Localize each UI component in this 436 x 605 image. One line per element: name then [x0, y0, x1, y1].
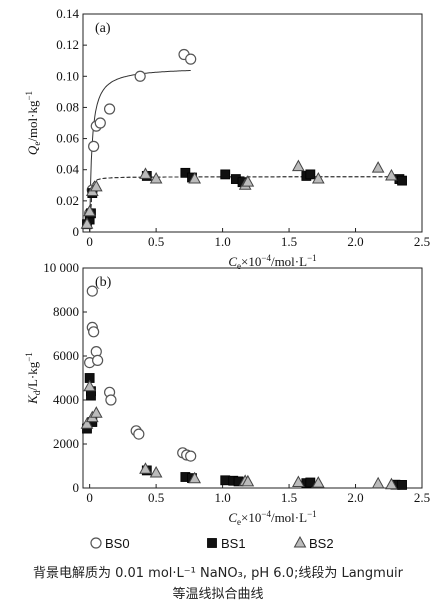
- y-tick-label: 0.14: [56, 6, 79, 21]
- y-axis-label: Kd/L·kg−1: [24, 352, 42, 405]
- x-tick-label: 0.5: [148, 490, 164, 505]
- y-tick-label: 0.06: [56, 131, 79, 146]
- fit-curve-bs0: [89, 70, 191, 233]
- plot-frame: [82, 267, 423, 489]
- bs0-point: [94, 117, 106, 129]
- bs2-point: [371, 476, 385, 489]
- x-tick-label: 2.0: [347, 234, 363, 249]
- bs1-point: [86, 390, 96, 401]
- bs0-point: [86, 285, 98, 297]
- x-tick-label: 0: [86, 234, 93, 249]
- y-tick-label: 0.04: [56, 162, 79, 177]
- bs2-point: [188, 471, 202, 484]
- x-axis-label: Ce×10−4/mol·L−1: [228, 253, 316, 271]
- y-tick-label: 8000: [53, 304, 79, 319]
- bs2-point: [241, 175, 255, 187]
- x-axis-label: Ce×10−4/mol·L−1: [228, 509, 316, 527]
- bs0-point: [185, 450, 197, 462]
- y-tick-label: 0.10: [56, 68, 79, 83]
- bs0-point: [105, 394, 117, 406]
- bs2-point: [89, 406, 103, 418]
- y-tick-label: 2000: [53, 436, 79, 451]
- bs2-point: [371, 161, 385, 173]
- legend-label-bs1: BS1: [221, 536, 246, 551]
- bs2-point: [292, 159, 305, 172]
- bs2-point: [311, 172, 325, 184]
- bs2-point: [80, 217, 94, 229]
- x-tick-label: 0.5: [148, 234, 164, 249]
- x-tick-label: 0: [86, 490, 93, 505]
- y-tick-label: 0: [73, 480, 80, 495]
- bs2-point: [241, 474, 255, 487]
- bs0-point: [88, 326, 100, 338]
- bs2-point: [89, 179, 103, 192]
- bs0-point: [133, 428, 145, 440]
- y-tick-label: 0.12: [56, 37, 79, 52]
- panel-label: (b): [95, 275, 112, 290]
- x-tick-label: 1.5: [281, 490, 297, 505]
- y-tick-label: 0: [73, 224, 80, 239]
- bs2-point: [139, 167, 152, 179]
- plot-frame: [82, 13, 423, 233]
- bs2-point: [292, 475, 305, 487]
- caption-line-1: 背景电解质为 0.01 mol·L⁻¹ NaNO₃, pH 6.0;线段为 La…: [32, 566, 404, 581]
- y-tick-label: 10 000: [43, 260, 79, 275]
- panel-a: 0 0.5 1.0 1.5 2.0 2.5 0 0.02 0.04 0.06 0.08 0.10 0.1…: [24, 6, 430, 271]
- panel-label: (a): [95, 21, 111, 36]
- x-tick-label: 2.5: [414, 490, 430, 505]
- legend-marker-bs0: [90, 537, 102, 549]
- y-axis-label: Qe/mol·kg−1: [24, 91, 42, 155]
- legend-marker-bs2: [293, 535, 307, 548]
- bs2-point: [83, 379, 96, 392]
- bs0-point: [134, 70, 146, 82]
- bs2-point: [385, 477, 398, 490]
- bs1-point: [397, 480, 407, 490]
- bs1-point: [397, 175, 407, 186]
- x-tick-label: 2.0: [347, 490, 363, 505]
- x-tick-label: 1.5: [281, 234, 297, 249]
- y-tick-label: 4000: [53, 392, 79, 407]
- legend-marker-bs1: [207, 538, 217, 548]
- bs1-point: [220, 169, 231, 180]
- bs2-point: [188, 172, 202, 184]
- bs1-point: [305, 169, 316, 180]
- bs0-point: [88, 140, 100, 152]
- bs2-point: [149, 172, 163, 184]
- x-tick-label: 1.0: [214, 234, 230, 249]
- figure: 0 0.5 1.0 1.5 2.0 2.5 0 0.02 0.04 0.06 0.08 0.10 0.1…: [24, 6, 430, 551]
- y-tick-label: 6000: [53, 348, 79, 363]
- x-tick-label: 2.5: [414, 234, 430, 249]
- bs0-point: [92, 354, 104, 366]
- x-tick-label: 1.0: [214, 490, 230, 505]
- legend-label-bs0: BS0: [105, 536, 130, 551]
- y-tick-label: 0.02: [56, 193, 79, 208]
- caption-line-2: 等温线拟合曲线: [172, 587, 264, 602]
- legend-label-bs2: BS2: [309, 536, 334, 551]
- bs2-point: [139, 462, 152, 474]
- bs2-point: [311, 476, 325, 488]
- bs0-point: [103, 103, 116, 115]
- legend: BS0 BS1 BS2: [90, 535, 334, 551]
- bs2-point: [80, 417, 94, 429]
- panel-b: 0 0.5 1.0 1.5 2.0 2.5 0 2000 4000 6000 8000 10 000 (…: [24, 260, 430, 527]
- bs0-point: [185, 53, 197, 65]
- y-tick-label: 0.08: [56, 99, 79, 114]
- bs2-point: [385, 168, 398, 181]
- bs2-point: [149, 466, 163, 478]
- bs2-point: [83, 204, 96, 217]
